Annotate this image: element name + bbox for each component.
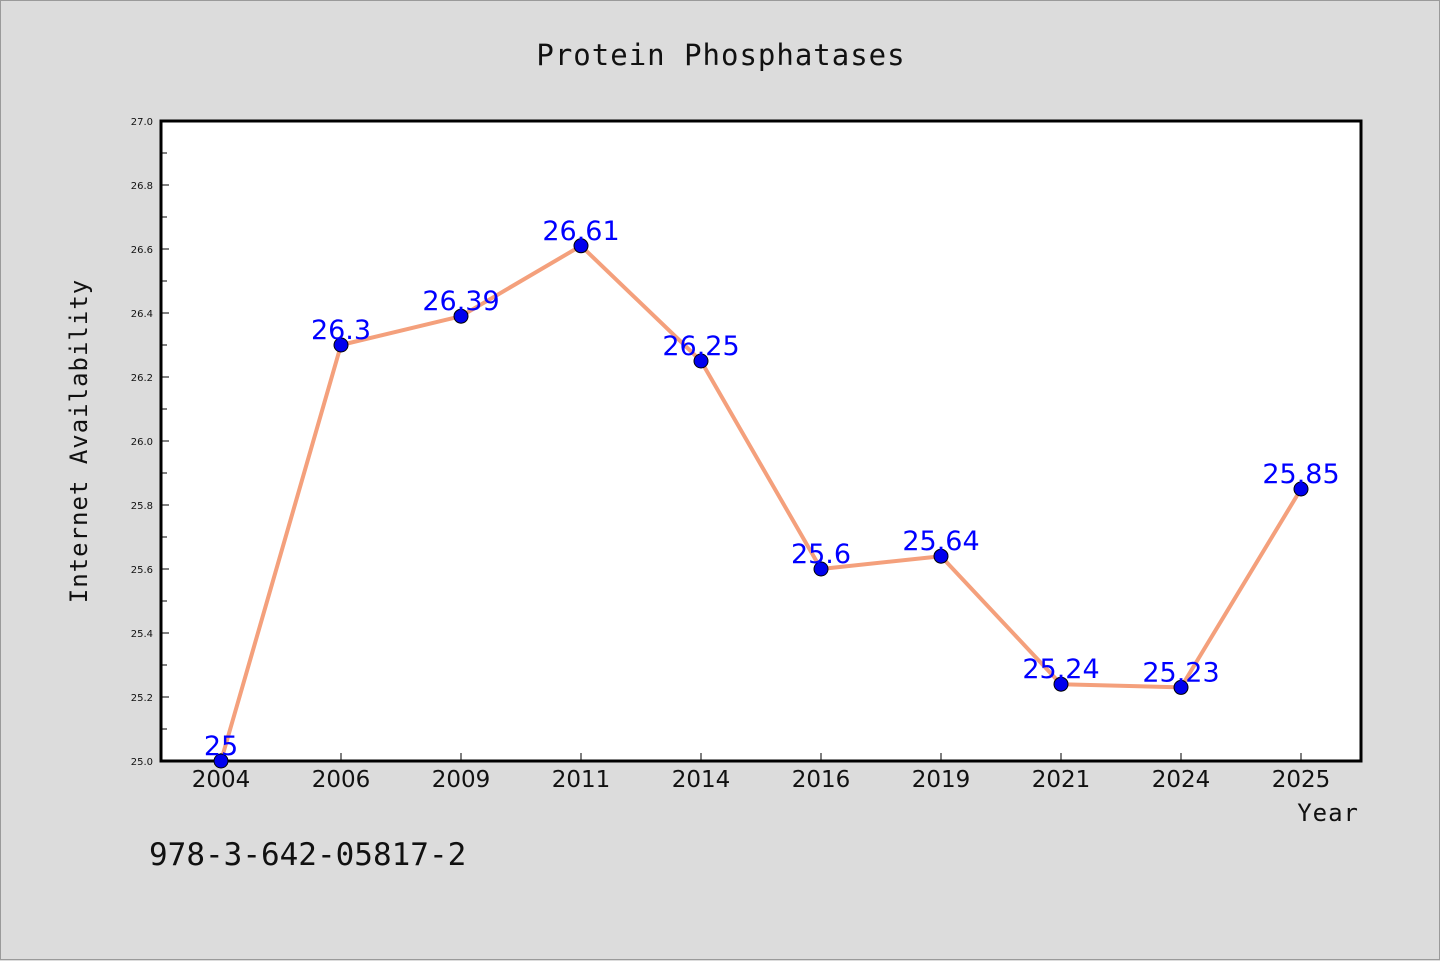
data-point [213,753,229,769]
data-point [1293,481,1309,497]
x-axis-label: Year [1297,799,1359,827]
x-tick-label: 2019 [912,767,971,793]
x-tick-label: 2011 [552,767,611,793]
data-point [1053,676,1069,692]
x-tick-label: 2024 [1152,767,1211,793]
series-line [219,243,1303,763]
x-tick-label: 2025 [1272,767,1331,793]
data-point [1173,679,1189,695]
data-label: 25.85 [1262,459,1339,490]
y-tick-label: 25.4 [131,629,153,640]
y-tick-label: 26.2 [131,373,153,384]
data-label: 26.3 [311,315,371,346]
y-axis-ticks: 25.0 25.2 25.4 25.6 25.8 26.0 26.2 26.4 26.6 26.8… [131,117,169,768]
series-layer [213,238,1309,769]
y-tick-label: 25.8 [131,501,153,512]
y-tick-label: 26.4 [131,309,153,320]
data-point [693,353,709,369]
data-labels: 25 26.3 26.39 26.61 26.25 25.6 25.64 25.24 25.23… [204,216,1340,762]
data-label: 26.25 [662,331,739,362]
y-axis-label: Internet Availability [65,279,93,603]
x-tick-label: 2016 [792,767,851,793]
plot-area [159,119,1363,763]
data-label: 25.23 [1142,657,1219,688]
x-tick-label: 2014 [672,767,731,793]
data-point [573,238,589,254]
x-tick-label: 2006 [312,767,371,793]
x-tick-label: 2009 [432,767,491,793]
data-label: 25 [204,731,238,762]
x-axis-ticks: 2004 2006 2009 2011 2014 2016 2019 2021 2024 2025 [192,753,1331,793]
y-tick-label: 25.6 [131,565,153,576]
data-point [453,308,469,324]
data-point [933,548,949,564]
data-label: 25.64 [902,526,979,557]
data-point [813,561,829,577]
x-tick-label: 2004 [192,767,251,793]
data-label: 26.61 [542,216,619,247]
data-point [333,337,349,353]
data-label: 26.39 [422,286,499,317]
chart-title: Protein Phosphatases [536,38,905,72]
data-label: 25.24 [1022,654,1099,685]
x-tick-label: 2021 [1032,767,1091,793]
y-tick-label: 27.0 [131,117,153,128]
y-tick-label: 25.2 [131,693,153,704]
footer-code: 978-3-642-05817-2 [149,837,466,873]
y-tick-label: 26.6 [131,245,153,256]
y-tick-label: 25.0 [131,757,153,768]
y-tick-label: 26.0 [131,437,153,448]
data-label: 25.6 [791,539,851,570]
y-tick-label: 26.8 [131,181,153,192]
